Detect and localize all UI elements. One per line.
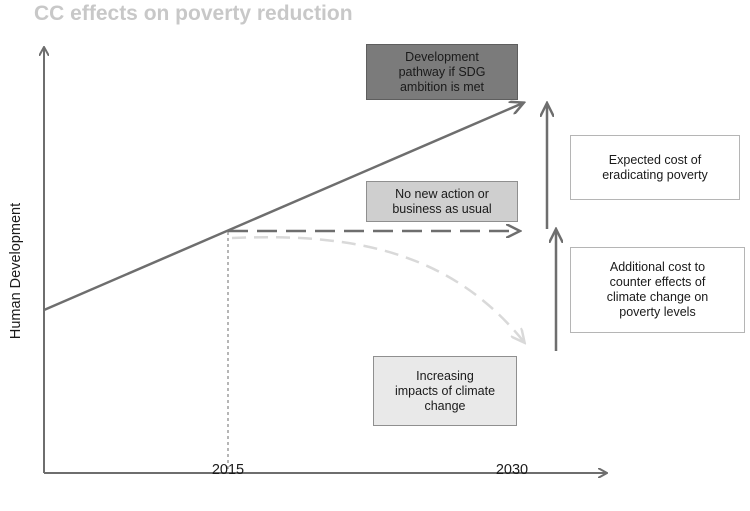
- climate-impacts-text-line: Increasing: [416, 368, 474, 383]
- additional-cost-text-line: poverty levels: [619, 305, 696, 319]
- climate-impacts-box: Increasing impacts of climate change: [373, 356, 517, 426]
- additional-cost-text-line: counter effects of: [609, 275, 706, 289]
- additional-cost-text-line: climate change on: [606, 290, 709, 304]
- sdg-pathway-text-line: ambition is met: [399, 79, 485, 94]
- additional-cost-text-line: Additional cost to: [609, 260, 706, 274]
- sdg-pathway-line: [43, 103, 523, 312]
- climate-impacts-text-line: impacts of climate: [394, 383, 496, 398]
- sdg-pathway-text-line: Development: [405, 49, 479, 64]
- expected-cost-text-line: eradicating poverty: [602, 167, 708, 182]
- expected-cost-box: Expected cost of eradicating poverty: [570, 135, 740, 200]
- climate-impacts-curve: [231, 235, 524, 342]
- business-as-usual-text-line: business as usual: [392, 201, 492, 216]
- diagram-title: CC effects on poverty reduction: [34, 2, 353, 25]
- x-tick-label-2030: 2030: [495, 462, 529, 478]
- x-tick-label-2015: 2015: [211, 462, 245, 478]
- business-as-usual-text-line: No new action or: [395, 186, 489, 201]
- y-axis-label: Human Development: [8, 202, 24, 340]
- expected-cost-text-line: Expected cost of: [608, 152, 702, 167]
- climate-impacts-text-line: change: [424, 398, 466, 413]
- sdg-pathway-box: Development pathway if SDG ambition is m…: [366, 44, 518, 100]
- additional-cost-box: Additional cost to counter effects of cl…: [570, 247, 745, 333]
- business-as-usual-box: No new action or business as usual: [366, 181, 518, 222]
- sdg-pathway-text-line: pathway if SDG: [398, 64, 486, 79]
